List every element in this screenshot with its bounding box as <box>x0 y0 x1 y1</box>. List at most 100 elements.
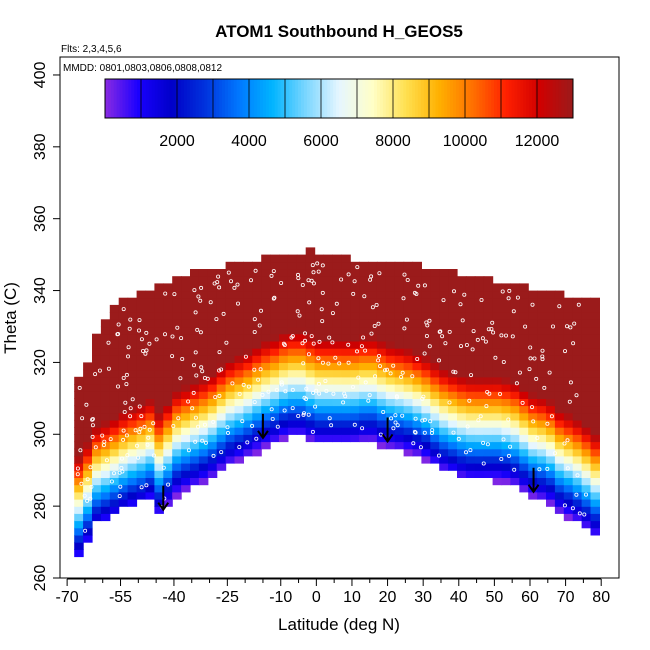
heatmap-cell <box>439 448 449 457</box>
heatmap-cell <box>350 340 360 349</box>
heatmap-cell <box>216 441 227 450</box>
observation-point <box>500 289 505 294</box>
heatmap-cell <box>109 333 120 342</box>
heatmap-cell <box>243 362 253 371</box>
heatmap-cell <box>243 297 253 306</box>
heatmap-cell <box>350 398 360 407</box>
heatmap-cell <box>554 297 565 306</box>
heatmap-cell <box>279 369 289 378</box>
colorbar-segment <box>183 79 188 118</box>
heatmap-cell <box>368 297 378 306</box>
observation-point <box>315 261 320 266</box>
heatmap-cell <box>465 340 476 349</box>
heatmap-cell <box>181 348 191 356</box>
heatmap-cell <box>305 412 316 421</box>
heatmap-cell <box>323 261 333 270</box>
heatmap-cell <box>492 369 503 378</box>
heatmap-cell <box>394 412 405 421</box>
heatmap-cell <box>172 376 182 385</box>
heatmap-cell <box>252 333 262 342</box>
observation-point <box>464 342 469 347</box>
heatmap-cell <box>572 427 583 435</box>
heatmap-cell <box>172 427 182 435</box>
colorbar-segment <box>467 79 472 118</box>
heatmap-cell <box>546 384 556 392</box>
heatmap-cell <box>163 297 173 306</box>
heatmap-cell <box>537 362 547 371</box>
heatmap-cell <box>581 326 592 335</box>
heatmap-cell <box>430 398 440 407</box>
observation-point <box>194 373 199 378</box>
heatmap-cell <box>510 319 520 328</box>
heatmap-cell <box>474 470 485 478</box>
heatmap-cell <box>216 304 227 313</box>
heatmap-cell <box>163 348 173 356</box>
heatmap-cell <box>412 362 422 371</box>
observation-point <box>363 348 368 353</box>
heatmap-cell <box>341 348 351 356</box>
heatmap-cell <box>394 340 405 349</box>
observation-point <box>269 273 274 278</box>
colorbar-segment <box>166 79 170 118</box>
observation-point <box>346 272 351 277</box>
heatmap-cell <box>172 463 182 471</box>
heatmap-cell <box>287 290 298 299</box>
heatmap-cell <box>430 297 440 306</box>
heatmap-cell <box>216 297 227 306</box>
heatmap-cell <box>563 391 574 399</box>
heatmap-cell <box>190 441 200 450</box>
heatmap-cell <box>332 297 342 306</box>
heatmap-cell <box>261 398 271 407</box>
heatmap-cell <box>323 384 333 392</box>
heatmap-cell <box>332 384 342 392</box>
heatmap-cell <box>127 470 138 478</box>
heatmap-cell <box>519 369 529 378</box>
heatmap-cell <box>457 348 467 356</box>
heatmap-cell <box>234 319 244 328</box>
heatmap-cell <box>296 362 307 371</box>
observation-point <box>563 349 568 354</box>
heatmap-cell <box>109 506 120 514</box>
heatmap-cell <box>465 276 476 284</box>
colorbar-segment <box>508 79 513 118</box>
observation-point <box>78 448 83 453</box>
observation-point <box>274 387 279 392</box>
heatmap-cell <box>465 355 476 363</box>
heatmap-cell <box>154 484 164 493</box>
heatmap-cell <box>305 427 316 435</box>
heatmap-cell <box>483 319 494 328</box>
heatmap-cell <box>554 470 565 478</box>
heatmap-cell <box>368 348 378 356</box>
heatmap-cell <box>376 297 387 306</box>
observation-point <box>356 375 361 380</box>
colorbar-segment <box>403 79 407 118</box>
heatmap-cell <box>465 290 476 299</box>
heatmap-cell <box>448 455 458 464</box>
heatmap-cell <box>563 491 574 500</box>
heatmap-cell <box>234 427 244 435</box>
heatmap-cell <box>546 348 556 356</box>
heatmap-cell <box>279 434 289 443</box>
heatmap-cell <box>581 304 592 313</box>
heatmap-cell <box>394 434 405 443</box>
heatmap-cell <box>74 506 84 514</box>
heatmap-cell <box>474 463 485 471</box>
heatmap-cell <box>572 348 583 356</box>
heatmap-cell <box>323 304 333 313</box>
heatmap-cell <box>448 297 458 306</box>
heatmap-cell <box>394 304 405 313</box>
heatmap-cell <box>163 384 173 392</box>
heatmap-cell <box>118 484 129 493</box>
heatmap-cell <box>323 391 333 399</box>
heatmap-cell <box>207 470 218 478</box>
heatmap-cell <box>430 369 440 378</box>
heatmap-cell <box>314 319 325 328</box>
heatmap-cell <box>350 434 360 443</box>
heatmap-cell <box>430 269 440 277</box>
observation-point <box>327 416 332 421</box>
colorbar-segment <box>157 79 162 118</box>
y-tick-label: 340 <box>32 277 49 304</box>
observation-point <box>534 376 539 381</box>
heatmap-cell <box>554 506 565 514</box>
heatmap-cell <box>83 384 93 392</box>
